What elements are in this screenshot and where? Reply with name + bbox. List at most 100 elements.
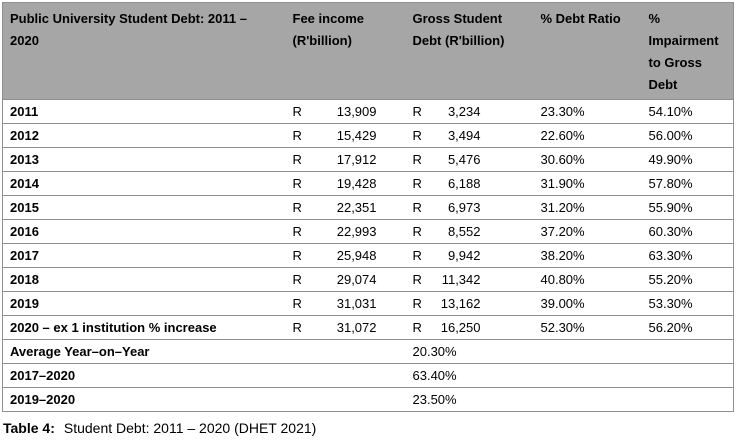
header-debt-ratio: % Debt Ratio bbox=[533, 2, 642, 100]
header-row: Public University Student Debt: 2011 – 2… bbox=[2, 2, 734, 100]
debt-ratio-cell: 30.60% bbox=[533, 147, 642, 172]
fee-value: 17,912 bbox=[336, 152, 377, 167]
fee-value: 22,993 bbox=[336, 224, 377, 239]
gross-value: 13,162 bbox=[440, 296, 481, 311]
currency-symbol: R bbox=[292, 296, 302, 311]
currency-symbol: R bbox=[292, 200, 302, 215]
gross-debt-cell: R 6,188 bbox=[405, 171, 534, 196]
currency-symbol: R bbox=[412, 152, 422, 167]
fee-income-cell: R 15,429 bbox=[285, 123, 406, 148]
fee-value: 31,031 bbox=[336, 296, 377, 311]
year-cell: 2011 bbox=[2, 99, 286, 124]
gross-debt-cell: R 5,476 bbox=[405, 147, 534, 172]
debt-ratio-cell: 39.00% bbox=[533, 291, 642, 316]
currency-symbol: R bbox=[292, 104, 302, 119]
year-cell: 2012 bbox=[2, 123, 286, 148]
fee-value: 31,072 bbox=[336, 320, 377, 335]
impairment-cell: 55.90% bbox=[641, 195, 734, 220]
gross-value: 5,476 bbox=[447, 152, 481, 167]
currency-symbol: R bbox=[412, 128, 422, 143]
fee-value: 19,428 bbox=[336, 176, 377, 191]
impairment-cell: 54.10% bbox=[641, 99, 734, 124]
student-debt-table: Public University Student Debt: 2011 – 2… bbox=[2, 2, 734, 412]
year-cell: 2013 bbox=[2, 147, 286, 172]
impairment-cell: 55.20% bbox=[641, 267, 734, 292]
fee-income-cell: R 13,909 bbox=[285, 99, 406, 124]
impairment-cell: 63.30% bbox=[641, 243, 734, 268]
gross-debt-cell: R 6,973 bbox=[405, 195, 534, 220]
caption-label: Table 4: bbox=[3, 420, 55, 436]
summary-label: 2017–2020 bbox=[2, 363, 406, 388]
currency-symbol: R bbox=[292, 248, 302, 263]
fee-value: 29,074 bbox=[336, 272, 377, 287]
debt-ratio-cell: 22.60% bbox=[533, 123, 642, 148]
summary-row-2019-2020: 2019–2020 23.50% bbox=[2, 387, 734, 412]
gross-value: 11,342 bbox=[441, 272, 481, 287]
currency-symbol: R bbox=[292, 176, 302, 191]
header-title: Public University Student Debt: 2011 – 2… bbox=[2, 2, 286, 100]
gross-debt-cell: R 3,494 bbox=[405, 123, 534, 148]
header-gross-debt: Gross Student Debt (R'billion) bbox=[405, 2, 534, 100]
debt-ratio-cell: 37.20% bbox=[533, 219, 642, 244]
gross-value: 6,973 bbox=[447, 200, 481, 215]
summary-value: 20.30% bbox=[405, 339, 734, 364]
debt-ratio-cell: 31.20% bbox=[533, 195, 642, 220]
fee-income-cell: R 25,948 bbox=[285, 243, 406, 268]
fee-value: 13,909 bbox=[336, 104, 377, 119]
debt-ratio-cell: 23.30% bbox=[533, 99, 642, 124]
year-cell: 2017 bbox=[2, 243, 286, 268]
currency-symbol: R bbox=[412, 200, 422, 215]
year-cell: 2018 bbox=[2, 267, 286, 292]
gross-value: 16,250 bbox=[440, 320, 481, 335]
debt-ratio-cell: 38.20% bbox=[533, 243, 642, 268]
header-fee-income: Fee income (R'billion) bbox=[285, 2, 406, 100]
table-row-2014: 2014 R 19,428 R 6,188 31.90% 57.80% bbox=[2, 171, 734, 196]
gross-value: 3,494 bbox=[447, 128, 481, 143]
year-cell: 2016 bbox=[2, 219, 286, 244]
summary-label: Average Year–on–Year bbox=[2, 339, 406, 364]
summary-value: 63.40% bbox=[405, 363, 734, 388]
debt-ratio-cell: 52.30% bbox=[533, 315, 642, 340]
impairment-cell: 60.30% bbox=[641, 219, 734, 244]
table-row-2012: 2012 R 15,429 R 3,494 22.60% 56.00% bbox=[2, 123, 734, 148]
currency-symbol: R bbox=[412, 248, 422, 263]
currency-symbol: R bbox=[292, 272, 302, 287]
gross-debt-cell: R 9,942 bbox=[405, 243, 534, 268]
fee-income-cell: R 17,912 bbox=[285, 147, 406, 172]
fee-value: 15,429 bbox=[336, 128, 377, 143]
gross-debt-cell: R 13,162 bbox=[405, 291, 534, 316]
gross-value: 6,188 bbox=[447, 176, 481, 191]
impairment-cell: 49.90% bbox=[641, 147, 734, 172]
currency-symbol: R bbox=[292, 320, 302, 335]
fee-value: 25,948 bbox=[336, 248, 377, 263]
currency-symbol: R bbox=[292, 152, 302, 167]
currency-symbol: R bbox=[412, 176, 422, 191]
fee-value: 22,351 bbox=[336, 200, 377, 215]
currency-symbol: R bbox=[292, 128, 302, 143]
gross-value: 8,552 bbox=[447, 224, 481, 239]
debt-ratio-cell: 40.80% bbox=[533, 267, 642, 292]
table-row-2015: 2015 R 22,351 R 6,973 31.20% 55.90% bbox=[2, 195, 734, 220]
table-row-2016: 2016 R 22,993 R 8,552 37.20% 60.30% bbox=[2, 219, 734, 244]
year-cell: 2019 bbox=[2, 291, 286, 316]
currency-symbol: R bbox=[412, 272, 422, 287]
year-cell: 2014 bbox=[2, 171, 286, 196]
year-cell: 2015 bbox=[2, 195, 286, 220]
fee-income-cell: R 19,428 bbox=[285, 171, 406, 196]
gross-value: 3,234 bbox=[447, 104, 481, 119]
gross-value: 9,942 bbox=[447, 248, 481, 263]
year-cell: 2020 – ex 1 institution % increase bbox=[2, 315, 286, 340]
gross-debt-cell: R 16,250 bbox=[405, 315, 534, 340]
debt-ratio-cell: 31.90% bbox=[533, 171, 642, 196]
fee-income-cell: R 31,031 bbox=[285, 291, 406, 316]
summary-row-2017-2020: 2017–2020 63.40% bbox=[2, 363, 734, 388]
gross-debt-cell: R 11,342 bbox=[405, 267, 534, 292]
table-row-2018: 2018 R 29,074 R 11,342 40.80% 55.20% bbox=[2, 267, 734, 292]
fee-income-cell: R 22,351 bbox=[285, 195, 406, 220]
summary-value: 23.50% bbox=[405, 387, 734, 412]
caption-text: Student Debt: 2011 – 2020 (DHET 2021) bbox=[63, 420, 317, 436]
gross-debt-cell: R 8,552 bbox=[405, 219, 534, 244]
table-row-2020: 2020 – ex 1 institution % increase R 31,0… bbox=[2, 315, 734, 340]
currency-symbol: R bbox=[412, 320, 422, 335]
